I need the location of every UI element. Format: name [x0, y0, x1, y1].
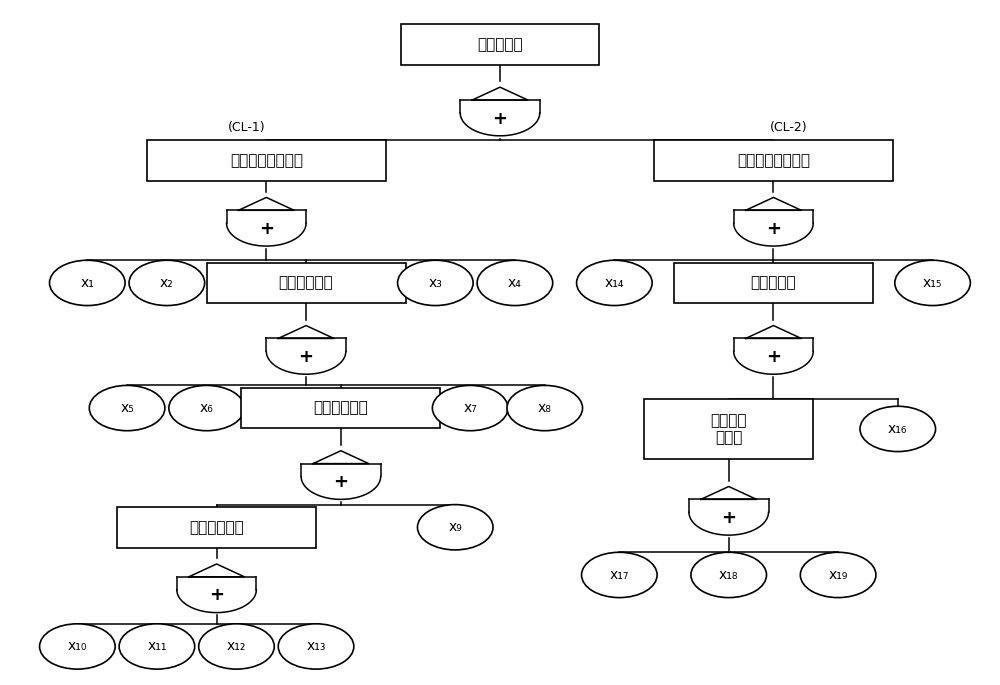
Circle shape	[50, 260, 125, 306]
Polygon shape	[313, 451, 369, 464]
Text: +: +	[259, 220, 274, 238]
Circle shape	[119, 624, 195, 669]
Circle shape	[895, 260, 970, 306]
Text: x₁₉: x₁₉	[828, 568, 848, 582]
Text: (CL-2): (CL-2)	[770, 121, 807, 134]
Text: 先导压力不足: 先导压力不足	[189, 520, 244, 535]
Text: x₁₁: x₁₁	[147, 640, 167, 653]
Text: x₂: x₂	[160, 276, 174, 290]
Polygon shape	[746, 197, 801, 210]
Polygon shape	[238, 197, 294, 210]
Text: x₁₈: x₁₈	[719, 568, 738, 582]
Bar	[147, 140, 386, 181]
Polygon shape	[701, 486, 757, 499]
Text: x₈: x₈	[538, 401, 552, 415]
Circle shape	[40, 624, 115, 669]
Text: +: +	[333, 473, 348, 491]
Text: x₇: x₇	[463, 401, 477, 415]
Circle shape	[860, 406, 936, 451]
Polygon shape	[734, 338, 813, 374]
Bar	[117, 507, 316, 547]
Circle shape	[582, 552, 657, 597]
Bar	[644, 399, 813, 459]
Text: x₃: x₃	[428, 276, 442, 290]
Text: x₁₄: x₁₄	[605, 276, 624, 290]
Circle shape	[432, 386, 508, 431]
Text: (CL-1): (CL-1)	[228, 121, 265, 134]
Text: x₁₃: x₁₃	[306, 640, 326, 653]
Circle shape	[417, 505, 493, 550]
Text: x₁₀: x₁₀	[68, 640, 87, 653]
Text: 活塞腔压
力不足: 活塞腔压 力不足	[710, 413, 747, 445]
Bar	[241, 388, 440, 428]
Text: +: +	[299, 348, 314, 366]
Text: +: +	[209, 586, 224, 604]
Bar	[654, 140, 893, 181]
Circle shape	[398, 260, 473, 306]
Circle shape	[800, 552, 876, 597]
Text: x₄: x₄	[508, 276, 522, 290]
Polygon shape	[734, 210, 813, 246]
Polygon shape	[472, 87, 528, 100]
Text: 先导油路故障: 先导油路故障	[314, 401, 368, 416]
Text: x₁₅: x₁₅	[923, 276, 942, 290]
Bar	[674, 262, 873, 303]
Text: x₁₆: x₁₆	[888, 422, 907, 436]
Text: 提升无动作: 提升无动作	[477, 37, 523, 52]
Text: 供油压力不足: 供油压力不足	[279, 275, 333, 290]
Text: +: +	[721, 509, 736, 527]
Polygon shape	[746, 325, 801, 338]
Circle shape	[507, 386, 583, 431]
Text: +: +	[766, 220, 781, 238]
Text: x₆: x₆	[200, 401, 214, 415]
Text: +: +	[766, 348, 781, 366]
Text: x₅: x₅	[120, 401, 134, 415]
Bar	[207, 262, 406, 303]
Text: x₁₇: x₁₇	[610, 568, 629, 582]
Circle shape	[199, 624, 274, 669]
Text: x₉: x₉	[448, 521, 462, 534]
Text: x₁₂: x₁₂	[227, 640, 246, 653]
Polygon shape	[227, 210, 306, 246]
Circle shape	[477, 260, 553, 306]
Circle shape	[577, 260, 652, 306]
Bar	[401, 24, 599, 65]
Polygon shape	[189, 564, 244, 577]
Text: 制动缸故障: 制动缸故障	[751, 275, 796, 290]
Text: +: +	[492, 110, 508, 127]
Polygon shape	[689, 499, 769, 535]
Polygon shape	[301, 464, 381, 499]
Circle shape	[169, 386, 244, 431]
Polygon shape	[278, 325, 334, 338]
Polygon shape	[460, 100, 540, 136]
Polygon shape	[177, 577, 256, 612]
Circle shape	[278, 624, 354, 669]
Circle shape	[89, 386, 165, 431]
Text: 马达升口压力过大: 马达升口压力过大	[737, 153, 810, 169]
Circle shape	[691, 552, 767, 597]
Polygon shape	[266, 338, 346, 374]
Text: x₁: x₁	[80, 276, 94, 290]
Circle shape	[129, 260, 205, 306]
Text: 马达升口压力不足: 马达升口压力不足	[230, 153, 303, 169]
